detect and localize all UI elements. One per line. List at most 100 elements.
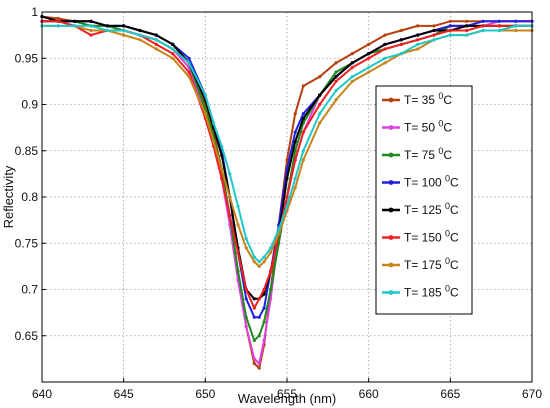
legend-unit: C — [450, 231, 459, 245]
data-point — [448, 33, 452, 37]
data-point — [154, 42, 158, 47]
legend-series-name: T= 125 — [404, 203, 445, 217]
data-point — [171, 56, 175, 60]
data-point — [334, 98, 338, 102]
data-point — [154, 38, 158, 42]
data-point — [211, 121, 216, 125]
legend-unit: C — [450, 286, 459, 300]
data-point — [293, 112, 297, 116]
data-point — [171, 52, 175, 56]
y-tick-label: 0.65 — [15, 329, 39, 343]
data-point — [383, 33, 387, 37]
data-point — [350, 61, 354, 65]
data-point — [171, 47, 175, 51]
legend-marker — [388, 235, 394, 240]
data-point — [318, 112, 322, 116]
data-point — [73, 19, 77, 23]
legend-degree-sup: 0 — [445, 201, 450, 211]
data-point — [301, 158, 305, 162]
data-point — [293, 130, 297, 134]
data-point — [262, 287, 266, 292]
data-point — [262, 255, 266, 259]
legend-item: T= 100 0C — [382, 174, 459, 190]
legend-item: T= 50 0C — [382, 119, 452, 135]
data-point — [383, 42, 387, 47]
data-point — [257, 361, 261, 366]
legend-series-name: T= 75 — [404, 148, 438, 162]
data-point — [481, 24, 485, 28]
data-point — [262, 320, 266, 324]
data-point — [416, 38, 420, 42]
data-point — [56, 19, 60, 23]
legend-series-name: T= 185 — [404, 286, 445, 300]
data-point — [220, 153, 224, 157]
data-point — [244, 237, 248, 241]
data-point — [301, 112, 305, 116]
y-tick-label: 0.8 — [21, 190, 38, 204]
data-point — [301, 149, 305, 153]
data-point — [138, 38, 142, 42]
data-point — [318, 102, 322, 107]
data-point — [285, 167, 289, 171]
data-point — [367, 42, 371, 47]
x-tick-label: 665 — [440, 387, 460, 401]
data-point — [257, 264, 261, 268]
data-point — [73, 24, 77, 28]
data-point — [465, 28, 469, 33]
data-point — [293, 158, 297, 162]
data-point — [252, 315, 256, 319]
data-point — [252, 297, 256, 301]
data-point — [262, 292, 266, 296]
y-tick-label: 0.9 — [21, 98, 38, 112]
legend-unit: C — [443, 93, 452, 107]
legend-item: T= 150 0C — [382, 229, 459, 245]
legend-label: T= 125 0C — [404, 201, 459, 217]
data-point — [89, 24, 93, 28]
data-point — [228, 172, 232, 176]
x-tick-label: 655 — [277, 387, 297, 401]
data-point — [367, 70, 371, 74]
legend-label: T= 175 0C — [404, 256, 459, 272]
legend-degree-sup: 0 — [445, 284, 450, 294]
data-point — [220, 167, 224, 171]
data-point — [228, 213, 232, 218]
data-point — [334, 70, 338, 74]
data-point — [89, 33, 93, 37]
data-point — [269, 246, 273, 250]
legend-marker — [388, 125, 394, 130]
y-tick-label: 0.85 — [15, 144, 39, 158]
legend-unit: C — [443, 121, 452, 135]
data-point — [399, 42, 403, 47]
data-point — [277, 241, 281, 245]
data-point — [465, 19, 469, 23]
data-point — [301, 116, 305, 120]
legend-box — [375, 85, 473, 315]
legend-label: T= 185 0C — [404, 284, 459, 300]
legend-item: T= 75 0C — [382, 146, 452, 162]
x-tick-label: 660 — [359, 387, 379, 401]
data-point — [122, 33, 126, 37]
legend-series-name: T= 35 — [404, 93, 438, 107]
data-point — [285, 195, 289, 199]
data-point — [56, 24, 60, 28]
data-point — [89, 19, 93, 23]
data-point — [318, 93, 322, 97]
data-point — [228, 195, 232, 199]
data-point — [257, 260, 261, 264]
data-point — [138, 33, 142, 37]
data-point — [171, 42, 175, 47]
data-point — [350, 65, 354, 70]
data-point — [318, 121, 322, 125]
data-point — [269, 250, 273, 255]
data-point — [432, 24, 436, 28]
legend-label: T= 50 0C — [404, 119, 452, 135]
data-point — [514, 24, 518, 28]
x-axis-title: Wavelength (nm) — [238, 391, 337, 406]
data-point — [236, 223, 240, 227]
data-point — [187, 75, 191, 79]
data-point — [187, 61, 191, 65]
data-point — [318, 75, 322, 79]
data-point — [56, 16, 60, 21]
data-point — [244, 297, 248, 301]
